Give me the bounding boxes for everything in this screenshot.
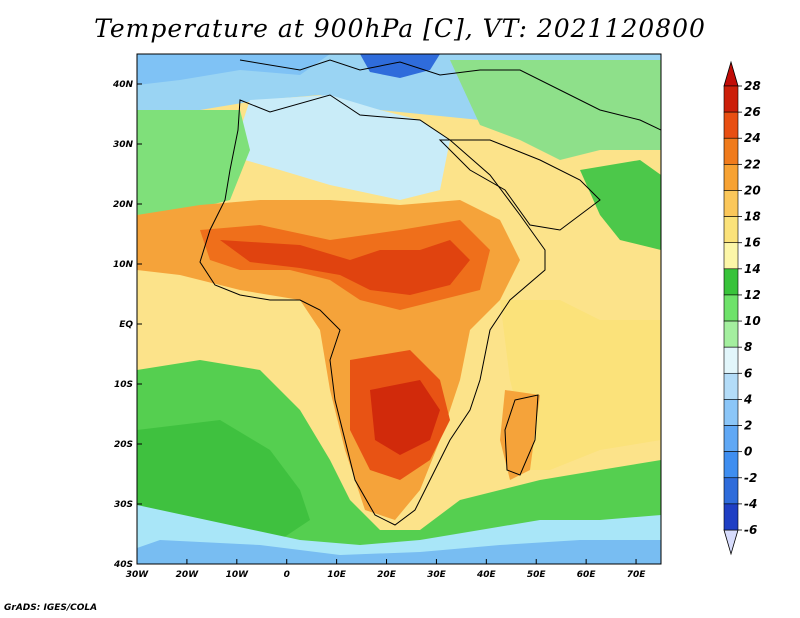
colorbar-label: 12	[744, 288, 761, 302]
colorbar-label: 0	[744, 445, 752, 459]
lon-tick-label: 10E	[327, 570, 347, 580]
colorbar-label: 16	[744, 236, 761, 250]
colorbar-label: 10	[744, 314, 761, 328]
colorbar-segment	[723, 320, 739, 348]
field-southern-cold	[137, 540, 661, 564]
colorbar-segment	[723, 164, 739, 191]
field-madagascar-warm	[500, 390, 540, 480]
colorbar-label: -6	[744, 523, 757, 537]
field-indian-ocean-yellow	[500, 300, 661, 470]
colorbar-segment	[723, 268, 739, 296]
africa-coast	[199, 94, 546, 526]
coastlines	[199, 59, 661, 526]
lon-tick-label: 10W	[226, 570, 250, 580]
colorbar-segment	[723, 346, 739, 374]
field-zambia-hottest	[370, 380, 440, 455]
lon-tick-label: 50E	[527, 570, 547, 580]
colorbar-segment	[723, 477, 739, 505]
colorbar-segment	[723, 425, 739, 452]
map-frame	[136, 53, 662, 565]
field-sahara-cool	[240, 95, 450, 200]
colorbar-segment	[723, 137, 739, 165]
madagascar-coast	[504, 394, 539, 476]
colorbar-bottom-arrow	[723, 529, 739, 556]
colorbar-label: 18	[744, 210, 761, 224]
colorbar-segment	[723, 503, 739, 531]
lat-tick-label: 40N	[112, 80, 134, 90]
colorbar-label: 8	[744, 340, 752, 354]
lon-tick-label: 0	[284, 570, 290, 580]
lon-tick-label: 20W	[176, 570, 200, 580]
field-arabian-sea-green	[580, 160, 661, 250]
chart-title: Temperature at 900hPa [C], VT: 202112080…	[94, 14, 706, 43]
lon-tick-label: 60E	[577, 570, 597, 580]
field-atlantic-green	[137, 110, 250, 215]
colorbar-label: 14	[744, 262, 761, 276]
latitude-axis: 40S 30S 20S 10S EQ 10N 20N 30N 40N	[112, 80, 142, 570]
field-balkan-coldest	[360, 54, 440, 78]
colorbar-segment	[723, 399, 739, 426]
colorbar-segment	[723, 190, 739, 217]
colorbar-label: 6	[744, 366, 752, 380]
colorbar-label: 20	[744, 183, 761, 197]
field-middle-east-green	[450, 60, 661, 160]
lat-tick-label: 30N	[113, 140, 134, 150]
colorbar-label: 24	[744, 131, 761, 145]
lat-tick-label: 30S	[114, 500, 133, 510]
colorbar-label: 28	[744, 79, 761, 93]
lon-tick-label: 30W	[126, 570, 150, 580]
lat-tick-label: 10N	[113, 260, 134, 270]
temperature-field	[137, 54, 661, 564]
colorbar-segment	[723, 294, 739, 322]
lat-tick-label: 20S	[114, 440, 133, 450]
lat-tick-label: 40S	[113, 560, 133, 570]
europe-coast	[239, 59, 661, 131]
colorbar-segment	[723, 242, 739, 270]
lat-tick-label: 20N	[113, 200, 134, 210]
colorbar-label: -4	[744, 497, 757, 511]
colorbar-label: 26	[744, 105, 761, 119]
lon-tick-label: 30E	[427, 570, 447, 580]
longitude-axis: 30W 20W 10W 0 10E 20E 30E 40E 50E 60E 70E	[126, 559, 646, 580]
arabia-coast	[438, 139, 601, 231]
lat-tick-label: EQ	[119, 320, 133, 330]
colorbar-segment	[723, 216, 739, 244]
grads-credit: GrADS: IGES/COLA	[4, 603, 98, 613]
colorbar-label: -2	[744, 471, 757, 485]
colorbar-segment	[723, 85, 739, 113]
colorbar-segment	[723, 451, 739, 479]
colorbar-label: 4	[743, 392, 752, 406]
colorbar-segment	[723, 372, 739, 400]
lat-tick-label: 10S	[114, 380, 133, 390]
lon-tick-label: 70E	[627, 570, 647, 580]
lon-tick-label: 20E	[377, 570, 397, 580]
colorbar-segment	[723, 111, 739, 139]
colorbar-top-arrow	[723, 60, 739, 87]
lon-tick-label: 40E	[476, 570, 497, 580]
field-sahel-hottest	[220, 240, 470, 295]
colorbar-label: 22	[744, 157, 761, 171]
field-iberia-cold	[137, 54, 330, 85]
colorbar-label: 2	[744, 419, 752, 433]
field-south-atlantic-green	[137, 420, 310, 540]
